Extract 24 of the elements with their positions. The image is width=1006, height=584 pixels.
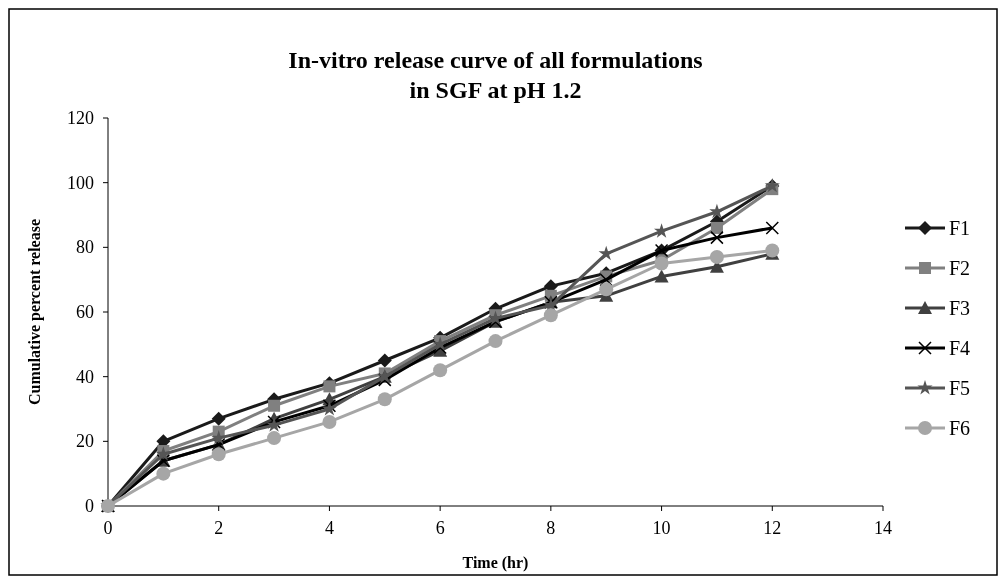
x-tick-label: 12 bbox=[763, 518, 782, 538]
y-tick-label: 0 bbox=[85, 496, 94, 516]
x-tick-label: 4 bbox=[324, 518, 334, 538]
x-tick-label: 14 bbox=[874, 518, 892, 538]
legend-label: F4 bbox=[949, 337, 971, 359]
x-tick-label: 10 bbox=[652, 518, 671, 538]
legend-label: F2 bbox=[949, 257, 971, 279]
y-tick-label: 80 bbox=[76, 237, 94, 258]
y-tick-label: 40 bbox=[76, 366, 94, 387]
x-tick-label: 2 bbox=[214, 518, 224, 538]
x-tick-label: 6 bbox=[435, 518, 445, 538]
y-tick-label: 120 bbox=[67, 108, 94, 128]
y-tick-label: 60 bbox=[76, 302, 94, 322]
legend-label: F1 bbox=[949, 217, 971, 239]
y-axis-title: Cumulative percent release bbox=[26, 218, 44, 406]
y-tick-label: 20 bbox=[76, 431, 94, 452]
x-axis-title: Time (hr) bbox=[462, 554, 529, 572]
x-tick-label: 0 bbox=[103, 518, 113, 538]
legend-label: F5 bbox=[949, 377, 971, 399]
legend-label: F3 bbox=[949, 297, 971, 319]
chart-title: In-vitro release curve of all formulations in SGF at pH 1.2 bbox=[288, 47, 703, 103]
legend-label: F6 bbox=[949, 417, 971, 439]
y-tick-label: 100 bbox=[67, 172, 94, 193]
x-tick-label: 8 bbox=[546, 518, 556, 538]
